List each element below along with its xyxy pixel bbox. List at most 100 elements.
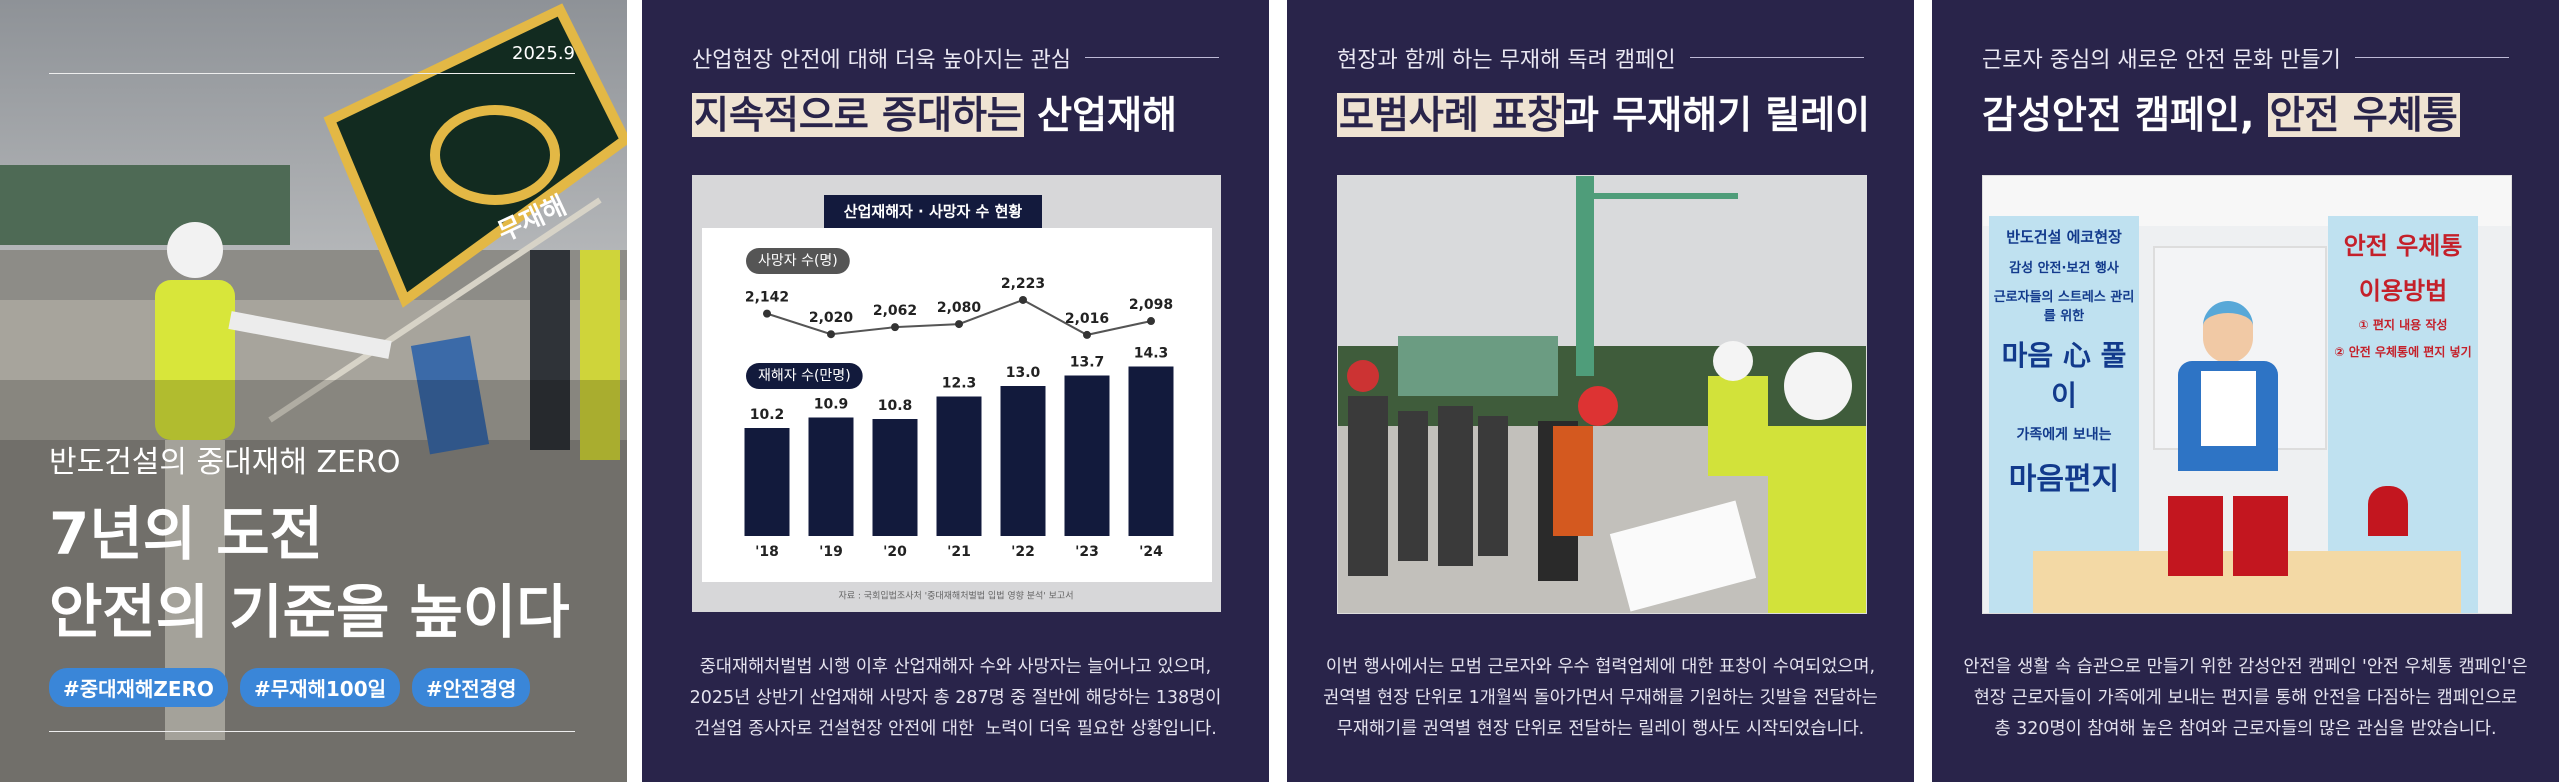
x-tick-label: '21	[947, 544, 971, 560]
bar	[1000, 386, 1046, 536]
eyebrow-rule	[692, 57, 1219, 58]
banner-text: 이용방법	[2358, 277, 2448, 305]
eyebrow: 산업현장 안전에 대해 더욱 높아지는 관심	[692, 48, 1072, 73]
bar-value-label: 13.7	[1070, 355, 1105, 371]
x-tick-label: '19	[819, 544, 843, 560]
legend-pill	[746, 248, 850, 274]
body-line: 총 320명이 참여해 높은 참여와 근로자들의 많은 관심을 받았습니다.	[1994, 719, 2497, 739]
campaign-photo	[1337, 175, 1867, 614]
top-rule	[49, 73, 575, 74]
body-line: 건설업 종사자로 건설현장 안전에 대한 노력이 더욱 필요한 상황입니다.	[694, 719, 1217, 739]
bar	[872, 419, 918, 536]
bar	[1128, 366, 1174, 536]
line-value-label: 2,016	[1065, 311, 1109, 327]
legend-label: 사망자 수(명)	[758, 253, 838, 269]
x-tick-label: '23	[1075, 544, 1099, 560]
cover-title-line: 7년의 도전	[49, 500, 323, 568]
banner-text: 반도건설 에코현장	[2006, 228, 2122, 246]
title-part: 감성안전 캠페인,	[1982, 93, 2268, 137]
line-value-label: 2,062	[873, 303, 917, 319]
rule	[1085, 57, 1219, 58]
line-value-label: 2,223	[1001, 276, 1045, 292]
campaign-panel: 현장과 함께 하는 무재해 독려 캠페인 모범사례 표창과 무재해기 릴레이 이번 …	[1287, 0, 1914, 782]
x-tick-label: '18	[755, 544, 779, 560]
rule	[2354, 57, 2509, 58]
cover-title-line: 안전의 기준을 높이다	[49, 578, 570, 646]
bar	[808, 417, 854, 536]
line-point	[1019, 295, 1027, 304]
chart-source: 자료 : 국회입법조사처 '중대재해처벌법 입법 영향 분석' 보고서	[838, 590, 1073, 602]
line-value-label: 2,080	[937, 300, 982, 316]
panel-title: 모범사례 표창과 무재해기 릴레이	[1337, 84, 1870, 139]
banner-text: 가족에게 보내는	[2016, 427, 2112, 443]
banner-text: 마음편지	[2008, 462, 2120, 497]
line-point	[1083, 330, 1091, 339]
eyebrow: 근로자 중심의 새로운 안전 문화 만들기	[1982, 48, 2341, 73]
body-text: 중대재해처벌법 시행 이후 산업재해자 수와 사망자는 늘어나고 있으며, 202…	[642, 652, 1269, 745]
x-tick-label: '20	[883, 544, 907, 560]
rule	[1689, 57, 1864, 58]
bar-value-label: 10.8	[878, 398, 913, 414]
body-line: 중대재해처벌법 시행 이후 산업재해자 수와 사망자는 늘어나고 있으며,	[699, 657, 1212, 677]
bar-value-label: 13.0	[1006, 365, 1041, 381]
cover-subtitle: 반도건설의 중대재해 ZERO	[49, 445, 401, 480]
banner-text: 마음 心 풀이	[2001, 339, 2127, 412]
cover-date: 2025.9	[512, 43, 575, 64]
hashtag: #무재해100일	[239, 668, 401, 707]
body-line: 안전을 생활 속 습관으로 만들기 위한 감성안전 캠페인 '안전 우체통 캠페…	[1963, 657, 2528, 677]
panel-title: 지속적으로 증대하는 산업재해	[692, 84, 1177, 139]
body-line: 이번 행사에서는 모범 근로자와 우수 협력업체에 대한 표창이 수여되었으며,	[1325, 657, 1876, 677]
bar	[1064, 375, 1110, 536]
x-tick-label: '24	[1139, 544, 1163, 560]
chart-title-bg	[824, 195, 1042, 228]
chart-title: 산업재해자 · 사망자 수 현황	[844, 203, 1023, 221]
panel-title: 감성안전 캠페인, 안전 우체통	[1982, 84, 2460, 139]
bar-value-label: 12.3	[942, 376, 977, 392]
x-tick-label: '22	[1011, 544, 1035, 560]
title-part: 과 무재해기 릴레이	[1564, 93, 1871, 137]
eyebrow-rule	[1982, 57, 2509, 58]
bottom-rule	[49, 731, 575, 732]
eyebrow-rule	[1337, 57, 1864, 58]
body-line: 2025년 상반기 산업재해 사망자 총 287명 중 절반에 해당하는 138…	[689, 688, 1222, 708]
hashtags: #중대재해ZERO #무재해100일 #안전경영	[49, 668, 542, 707]
banner-text: 감성 안전·보건 행사	[2009, 261, 2119, 276]
bar-value-label: 10.9	[814, 397, 849, 413]
body-line: 현장 근로자들이 가족에게 보내는 편지를 통해 안전을 다짐하는 캠페인으로	[1973, 688, 2518, 708]
line-value-label: 2,098	[1129, 297, 1173, 313]
bar	[936, 396, 982, 536]
title-part: 안전 우체통	[2267, 93, 2460, 137]
legend-label: 재해자 수(만명)	[758, 368, 851, 384]
hashtag: #안전경영	[412, 668, 531, 707]
title-part: 산업재해	[1023, 93, 1177, 137]
body-text: 이번 행사에서는 모범 근로자와 우수 협력업체에 대한 표창이 수여되었으며,…	[1287, 652, 1914, 745]
banner-text: 안전 우체통	[2343, 232, 2463, 260]
line-point	[955, 320, 963, 329]
line-point	[891, 323, 899, 332]
line-value-label: 2,020	[809, 310, 854, 326]
line-point	[763, 309, 771, 318]
banner-text: ② 안전 우체통에 편지 넣기	[2334, 345, 2472, 359]
title-part: 지속적으로 증대하는	[692, 93, 1024, 137]
line-point	[1147, 317, 1155, 326]
bar-value-label: 10.2	[750, 407, 785, 423]
title-part: 모범사례 표창	[1337, 93, 1564, 137]
line-point	[827, 330, 835, 339]
legend-pill	[746, 363, 863, 389]
body-text: 안전을 생활 속 습관으로 만들기 위한 감성안전 캠페인 '안전 우체통 캠페…	[1932, 652, 2559, 745]
bar	[744, 428, 790, 536]
banner-text: ① 편지 내용 작성	[2358, 318, 2448, 332]
hashtag: #중대재해ZERO	[49, 668, 228, 707]
line-value-label: 2,142	[745, 290, 789, 306]
cover-photo: 무재해	[0, 0, 627, 782]
banner-text: 근로자들의 스트레스 관리를 위한	[1993, 290, 2135, 324]
